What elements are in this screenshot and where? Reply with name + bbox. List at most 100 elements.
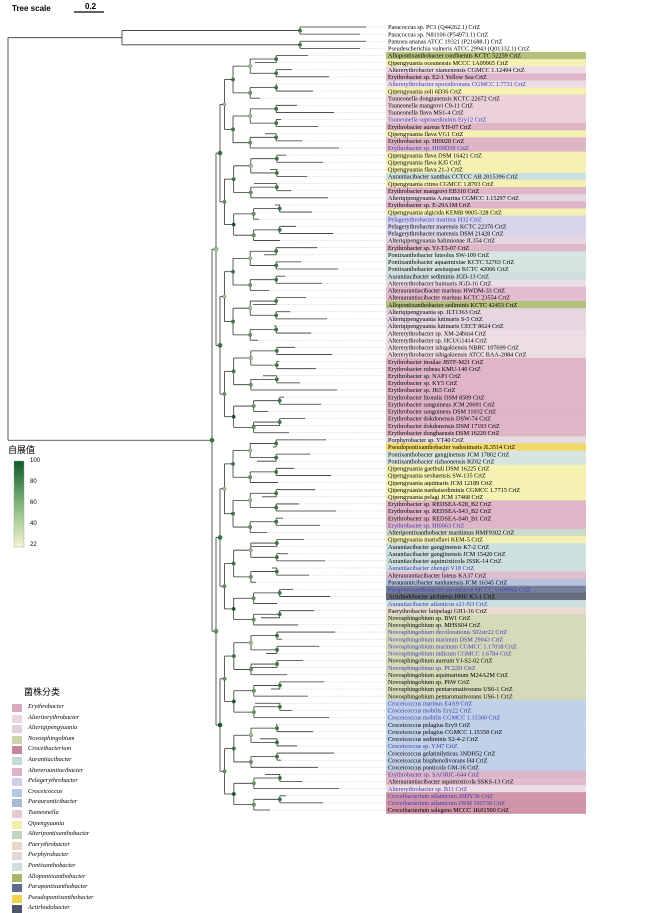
bootstrap-node xyxy=(274,106,279,111)
leaf-highlight xyxy=(386,144,586,152)
legend-swatch xyxy=(12,767,22,776)
leaf-highlight xyxy=(386,357,586,366)
bootstrap-node xyxy=(274,377,279,382)
bootstrap-node xyxy=(231,77,235,82)
leaf-highlight xyxy=(386,272,586,280)
bootstrap-node xyxy=(248,190,253,195)
legend-swatch xyxy=(12,778,22,787)
leaf-label: Croceicoccus marinus E4A9 CrtZ xyxy=(388,700,472,707)
bootstrap-node xyxy=(277,797,282,802)
leaf-highlight xyxy=(386,521,586,530)
leaf-label: Tsuneonella suprasediminis Ery12 CrtZ xyxy=(388,117,487,124)
leaf-highlight xyxy=(386,258,586,266)
leaf-highlight xyxy=(386,607,586,615)
leaf-highlight xyxy=(386,172,586,181)
legend-swatch xyxy=(12,884,22,893)
branch-layer xyxy=(7,26,366,811)
leaf-label: Erythrobacter rubeus KMU-140 CrtZ xyxy=(388,366,481,373)
legend-label: Tsuneonella xyxy=(28,809,59,816)
bootstrap-node xyxy=(231,746,236,751)
bootstrap-node xyxy=(275,740,279,745)
leaf-label: Erythrobacter sp. REDSEA-S43_B2 CrtZ xyxy=(388,508,492,515)
bootstrap-node xyxy=(274,185,279,190)
leaf-highlight xyxy=(386,742,586,750)
leaf-label: Novosphingobium pentaromativorans US6-1 … xyxy=(388,693,513,700)
bootstrap-node xyxy=(248,548,253,553)
leaf-highlight xyxy=(386,735,586,743)
bootstrap-node xyxy=(251,211,256,216)
leaf-highlight xyxy=(386,308,586,316)
leaf-highlight xyxy=(386,685,586,693)
leaf-highlight xyxy=(386,614,586,622)
leaf-label: Novosphingobium sp. MHSS04 CrtZ xyxy=(388,622,481,629)
bootstrap-node xyxy=(274,569,279,574)
leaf-highlight xyxy=(386,208,586,216)
legend-label: Parapontixanthobacter xyxy=(28,883,88,891)
leaf-label: Qipengyuania flava 21-3 CrtZ xyxy=(388,167,463,174)
legend-label: Porphyrobacter xyxy=(28,851,69,859)
legend-swatch xyxy=(12,820,22,829)
bootstrap-node xyxy=(231,177,236,182)
bootstrap-node xyxy=(248,525,253,530)
leaf-label: Qipengyuania flava VG1 CrtZ xyxy=(388,131,464,138)
leaf-label: Alteriqipengyuania lutimaris S-5 CrtZ xyxy=(388,316,483,323)
bootstrap-node xyxy=(248,382,253,387)
leaf-label: Novosphingobium sp. P6W CrtZ xyxy=(388,679,470,686)
leaf-highlight xyxy=(386,236,586,245)
bootstrap-node xyxy=(251,596,256,601)
legend-swatch xyxy=(12,788,22,797)
leaf-highlight xyxy=(386,585,586,594)
bootstrap-node xyxy=(277,590,282,595)
bootstrap-node xyxy=(274,505,279,510)
leaf-label: Erythrobacter sp. JK5 CrtZ xyxy=(388,387,456,394)
leaf-label: Croceicoccus pelagius CGMCC 1.15358 CrtZ xyxy=(388,729,503,736)
leaf-label: Qipengyuania algicida KEMB 9005-328 CrtZ xyxy=(388,209,502,216)
legend-label: Qipengyuania xyxy=(28,819,65,827)
leaf-label: Alteraurantiacibacter marinus HWDM-33 Cr… xyxy=(388,288,505,295)
leaf-highlight xyxy=(386,59,586,67)
leaf-highlight xyxy=(386,443,586,451)
leaf-label: Altererythrobacter ishigakiensis NBRC 10… xyxy=(388,345,519,352)
leaf-highlight xyxy=(386,73,586,81)
bootstrap-node xyxy=(231,319,235,324)
bootstrap-node xyxy=(277,683,282,688)
leaf-highlight xyxy=(386,799,586,807)
leaf-highlight xyxy=(386,792,586,800)
leaf-highlight xyxy=(386,486,586,494)
leaf-label: Actirhodobacter atriluteus HHU K3-1 CrtZ xyxy=(388,594,495,601)
legend-label: Pontixanthobacter xyxy=(28,862,76,869)
leaf-label: Qipengyuania marisflavi KEM-5 CrtZ xyxy=(388,537,483,544)
leaf-label: Tsuneonella mangrovi C9-11 CrtZ xyxy=(388,103,473,110)
bootstrap-node xyxy=(274,71,279,76)
leaf-highlight xyxy=(386,600,586,608)
bootstrap-node xyxy=(298,28,302,33)
leaf-highlight xyxy=(386,87,586,95)
leaf-highlight xyxy=(386,151,586,159)
bootstrap-node xyxy=(231,561,236,566)
leaf-highlight xyxy=(386,158,586,167)
bootstrap-node xyxy=(274,348,279,353)
leaf-label: Qipengyuania oceanensis MCCC 1A09965 Crt… xyxy=(388,60,509,67)
bootstrap-node xyxy=(274,519,279,524)
leaf-label: Altererythrobacter buimaris JGD-16 CrtZ xyxy=(388,280,491,287)
legend-swatch xyxy=(12,873,22,882)
leaf-highlight xyxy=(386,479,586,487)
leaf-label: Croceicoccus mobilis Ery22 CrtZ xyxy=(388,708,472,715)
legend-swatch xyxy=(12,714,22,723)
legend-swatch xyxy=(12,799,22,808)
bootstrap-node xyxy=(222,486,227,491)
legend-swatch xyxy=(12,735,22,744)
legend-label: Actirhodobacter xyxy=(28,904,70,912)
bootstrap-color-bar xyxy=(13,460,25,548)
bootstrap-node xyxy=(275,662,279,667)
leaf-highlight xyxy=(386,379,586,387)
leaf-highlight xyxy=(386,770,586,779)
bootstrap-node xyxy=(274,170,279,175)
leaf-highlight xyxy=(386,293,586,302)
leaf-highlight xyxy=(386,656,586,665)
bootstrap-node xyxy=(248,140,253,145)
bootstrap-node xyxy=(231,127,235,132)
leaf-highlight xyxy=(386,115,586,124)
bootstrap-node xyxy=(222,294,227,299)
legend-swatch xyxy=(12,757,22,765)
